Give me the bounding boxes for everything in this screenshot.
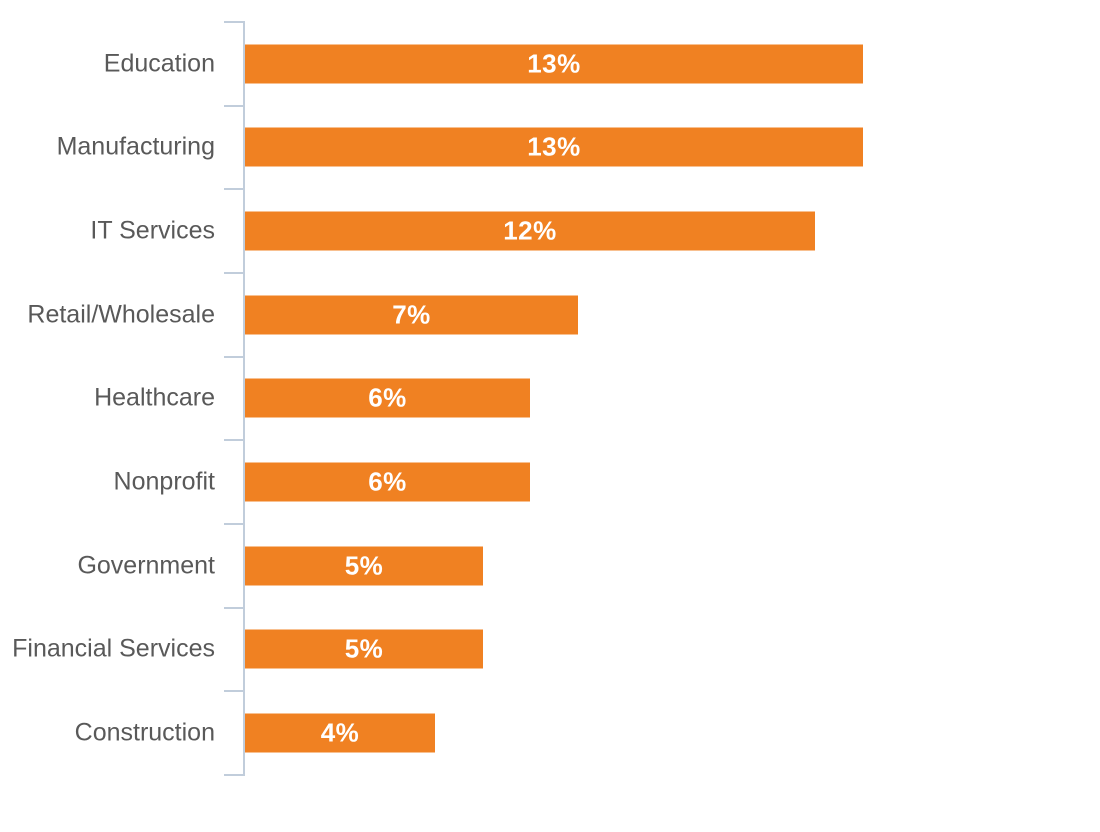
bar-value-label: 13% — [527, 131, 581, 162]
bar-value-label: 5% — [344, 633, 384, 664]
chart-row: Healthcare 6% — [0, 357, 1100, 441]
axis-tick — [224, 272, 245, 274]
chart-row: Nonprofit 6% — [0, 440, 1100, 524]
chart-row: Manufacturing 13% — [0, 106, 1100, 190]
chart-row: Government 5% — [0, 524, 1100, 608]
axis-tick — [224, 21, 245, 23]
bar: 7% — [245, 295, 578, 335]
chart-row: Education 13% — [0, 22, 1100, 106]
chart-row: Construction 4% — [0, 691, 1100, 775]
category-axis-line — [243, 22, 245, 775]
category-label: Healthcare — [94, 384, 215, 413]
category-label: Construction — [74, 718, 215, 747]
axis-tick — [224, 439, 245, 442]
category-label: Financial Services — [12, 635, 215, 664]
bar-value-label: 7% — [392, 299, 431, 330]
bar: 13% — [245, 127, 863, 167]
chart-row: IT Services 12% — [0, 189, 1100, 273]
bar-value-label: 6% — [368, 382, 407, 413]
category-label: Manufacturing — [56, 133, 215, 162]
axis-tick — [224, 104, 245, 107]
bar: 4% — [245, 713, 435, 753]
category-label: Nonprofit — [113, 467, 215, 496]
bar-value-label: 6% — [368, 466, 407, 497]
bar: 6% — [245, 378, 530, 418]
axis-tick — [224, 355, 245, 358]
axis-tick — [224, 188, 245, 191]
axis-tick — [224, 606, 245, 609]
bar: 6% — [245, 462, 530, 502]
axis-tick — [224, 690, 245, 693]
bar: 12% — [245, 211, 815, 251]
axis-tick — [224, 523, 245, 525]
axis-tick — [224, 774, 245, 776]
bar-value-label: 13% — [527, 48, 581, 79]
bar: 5% — [245, 629, 483, 669]
category-label: Education — [103, 49, 215, 78]
chart-row: Retail/Wholesale 7% — [0, 273, 1100, 357]
category-label: IT Services — [90, 216, 215, 245]
bar-value-label: 4% — [320, 717, 360, 748]
chart-row: Financial Services 5% — [0, 608, 1100, 692]
category-label: Government — [77, 551, 215, 580]
bar-value-label: 12% — [503, 215, 557, 246]
bar: 5% — [245, 546, 483, 586]
bar: 13% — [245, 44, 863, 84]
bar-value-label: 5% — [344, 550, 384, 581]
category-label: Retail/Wholesale — [27, 300, 215, 329]
